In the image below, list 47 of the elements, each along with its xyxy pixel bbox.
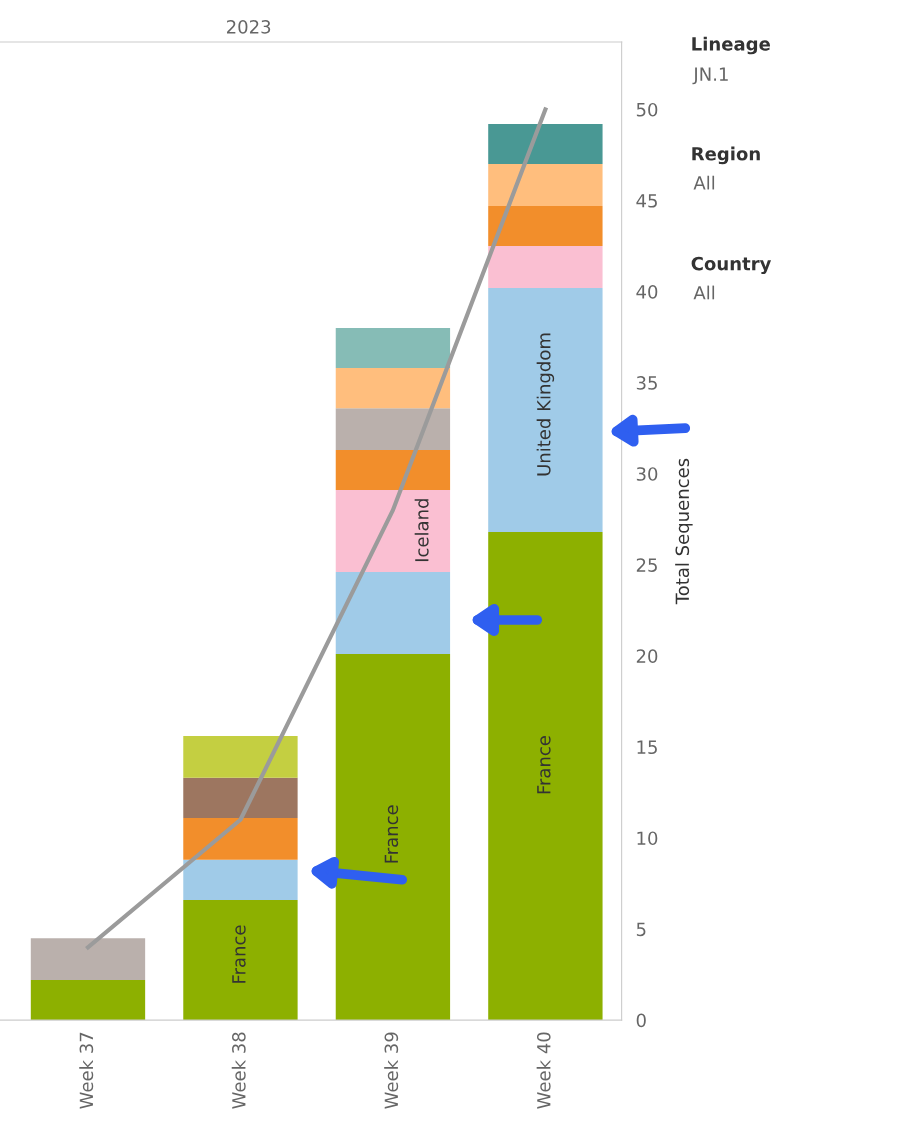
- y-tick-label: 10: [637, 831, 658, 846]
- x-tick-label: Week 37: [79, 1032, 94, 1109]
- bar: [488, 164, 603, 206]
- x-tick-label: Week 39: [384, 1032, 399, 1109]
- bar: [183, 817, 298, 860]
- annotation: France: [537, 736, 551, 794]
- y-tick-label: 40: [636, 285, 658, 299]
- bar: [488, 531, 603, 1021]
- bar: [335, 408, 451, 451]
- annotation: France: [232, 925, 246, 983]
- y-tick-label: 0: [636, 1013, 646, 1028]
- bar: [488, 124, 603, 165]
- bar: [335, 572, 451, 655]
- bar: [183, 859, 298, 900]
- text: Country: [691, 256, 772, 275]
- annotation: United Kingdom: [536, 333, 555, 476]
- y-tick-label: 5: [636, 922, 646, 937]
- x-tick-label: Week 40: [536, 1032, 551, 1109]
- y-tick-label: 30: [636, 467, 658, 481]
- bar: [335, 368, 451, 409]
- text: All: [693, 285, 715, 300]
- bar: [335, 490, 451, 573]
- bar: [488, 287, 603, 532]
- y-tick-label: 25: [636, 558, 657, 572]
- y-tick-label: 20: [636, 649, 658, 663]
- annotation: France: [384, 805, 399, 863]
- x-tick-label: Week 38: [231, 1032, 246, 1109]
- bar: [183, 899, 298, 1021]
- bar: [488, 246, 603, 288]
- bar: [183, 735, 298, 778]
- chart-title: 2023: [227, 19, 271, 34]
- y-tick-label: 50: [636, 102, 658, 117]
- y-axis-title: Total Sequences: [675, 458, 693, 605]
- bar: [488, 205, 603, 247]
- text: Region: [692, 146, 760, 165]
- bar: [30, 980, 146, 1021]
- bar: [30, 938, 146, 981]
- y-tick-label: 15: [637, 740, 657, 755]
- text: All: [693, 175, 715, 190]
- text: Lineage: [692, 36, 770, 55]
- annotation: Iceland: [414, 499, 429, 562]
- bar: [335, 450, 451, 491]
- bar: [335, 327, 451, 369]
- bar: [183, 777, 298, 818]
- y-tick-label: 35: [636, 376, 657, 390]
- y-tick-label: 45: [636, 194, 657, 208]
- text: JN.1: [692, 67, 728, 85]
